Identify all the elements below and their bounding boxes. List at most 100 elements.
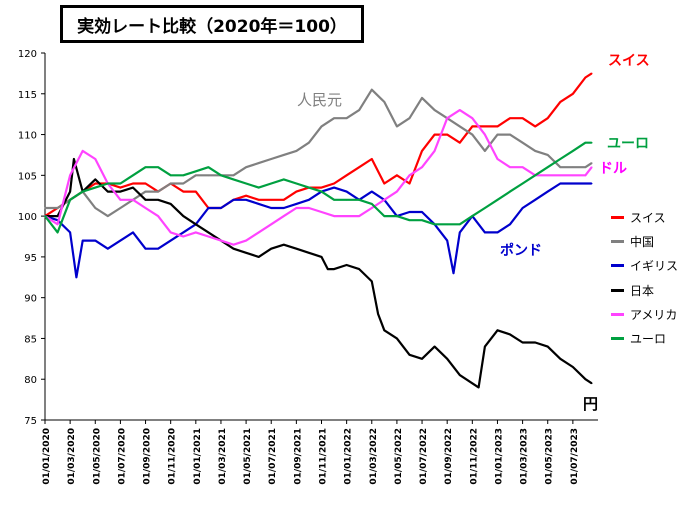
x-tick-label: 01/07/2020	[117, 428, 127, 485]
x-tick-label: 01/01/2023	[494, 428, 504, 485]
data-point	[421, 219, 423, 221]
data-point	[169, 203, 172, 205]
data-point	[521, 117, 524, 120]
data-point	[94, 182, 97, 185]
data-point	[572, 174, 574, 177]
legend-item-1: 中国	[611, 229, 678, 253]
y-tick-label: 95	[24, 253, 37, 264]
data-point	[546, 154, 549, 156]
data-point	[333, 182, 335, 185]
data-point	[370, 207, 373, 209]
data-point	[182, 215, 185, 217]
data-point	[270, 247, 273, 250]
data-point	[195, 170, 197, 173]
data-point	[207, 231, 210, 234]
data-point	[345, 199, 348, 201]
data-point	[496, 133, 499, 136]
annotation-yen: 円	[583, 395, 599, 413]
data-point	[471, 133, 474, 136]
data-point	[69, 231, 71, 234]
data-point	[282, 199, 285, 201]
data-point	[257, 199, 260, 201]
data-point	[326, 268, 329, 270]
data-point	[534, 341, 536, 344]
data-point	[144, 190, 147, 193]
legend-item-5: ユーロ	[611, 326, 678, 350]
data-point	[270, 158, 273, 160]
data-point	[572, 150, 574, 152]
data-point	[471, 125, 474, 128]
data-point	[458, 223, 461, 226]
data-point	[559, 358, 562, 360]
data-point	[56, 207, 59, 209]
data-point	[421, 97, 423, 99]
data-point	[119, 186, 122, 189]
data-point	[157, 247, 159, 250]
data-point	[182, 231, 185, 234]
data-point	[471, 215, 474, 217]
data-point	[144, 199, 147, 201]
legend: スイス 中国 イギリス 日本 アメリカ ユーロ	[611, 205, 678, 351]
data-point	[257, 231, 260, 234]
data-point	[257, 186, 260, 189]
data-point	[257, 162, 260, 164]
data-point	[107, 182, 109, 185]
data-point	[132, 182, 134, 185]
data-point	[458, 374, 461, 376]
data-point	[157, 215, 159, 217]
data-point	[484, 150, 486, 152]
data-point	[433, 150, 436, 152]
data-point	[81, 190, 84, 193]
data-point	[383, 182, 386, 185]
data-point	[232, 178, 235, 181]
data-point	[333, 117, 335, 120]
data-point	[590, 382, 593, 385]
legend-label: 中国	[630, 234, 655, 249]
data-point	[195, 174, 197, 177]
data-point	[358, 109, 361, 111]
data-point	[345, 215, 348, 217]
data-point	[295, 182, 298, 185]
data-point	[433, 345, 436, 348]
data-point	[584, 378, 587, 381]
x-tick-label: 01/03/2022	[369, 428, 379, 485]
data-point	[295, 247, 298, 250]
data-point	[521, 341, 524, 344]
data-point	[207, 166, 210, 168]
data-point	[345, 264, 348, 266]
data-point	[446, 223, 448, 226]
data-point	[195, 223, 197, 226]
data-point	[56, 223, 59, 226]
data-point	[44, 215, 46, 217]
annotation-pound: ポンド	[500, 243, 542, 259]
data-point	[584, 76, 587, 79]
data-point	[496, 158, 499, 160]
legend-item-0: スイス	[611, 205, 678, 229]
legend-label: スイス	[630, 210, 666, 225]
data-point	[421, 150, 423, 152]
data-point	[282, 207, 285, 209]
x-tick-label: 01/07/2023	[570, 428, 580, 485]
data-point	[452, 272, 455, 275]
data-point	[446, 358, 448, 360]
data-point	[534, 174, 536, 177]
legend-swatch	[611, 239, 624, 243]
data-point	[69, 199, 71, 201]
annotation-yuan: 人民元	[297, 91, 343, 109]
data-point	[546, 117, 549, 120]
data-point	[408, 117, 411, 120]
data-point	[458, 231, 461, 234]
data-point	[408, 211, 411, 213]
data-point	[383, 215, 386, 217]
y-tick-label: 90	[24, 294, 37, 305]
data-point	[421, 358, 423, 360]
legend-swatch	[611, 288, 624, 292]
data-point	[195, 190, 197, 193]
data-point	[559, 158, 562, 160]
x-tick-label: 01/09/2020	[143, 428, 153, 485]
data-point	[245, 182, 247, 185]
data-point	[245, 194, 247, 197]
data-point	[144, 182, 147, 185]
data-point	[559, 182, 562, 185]
data-point	[433, 133, 436, 136]
